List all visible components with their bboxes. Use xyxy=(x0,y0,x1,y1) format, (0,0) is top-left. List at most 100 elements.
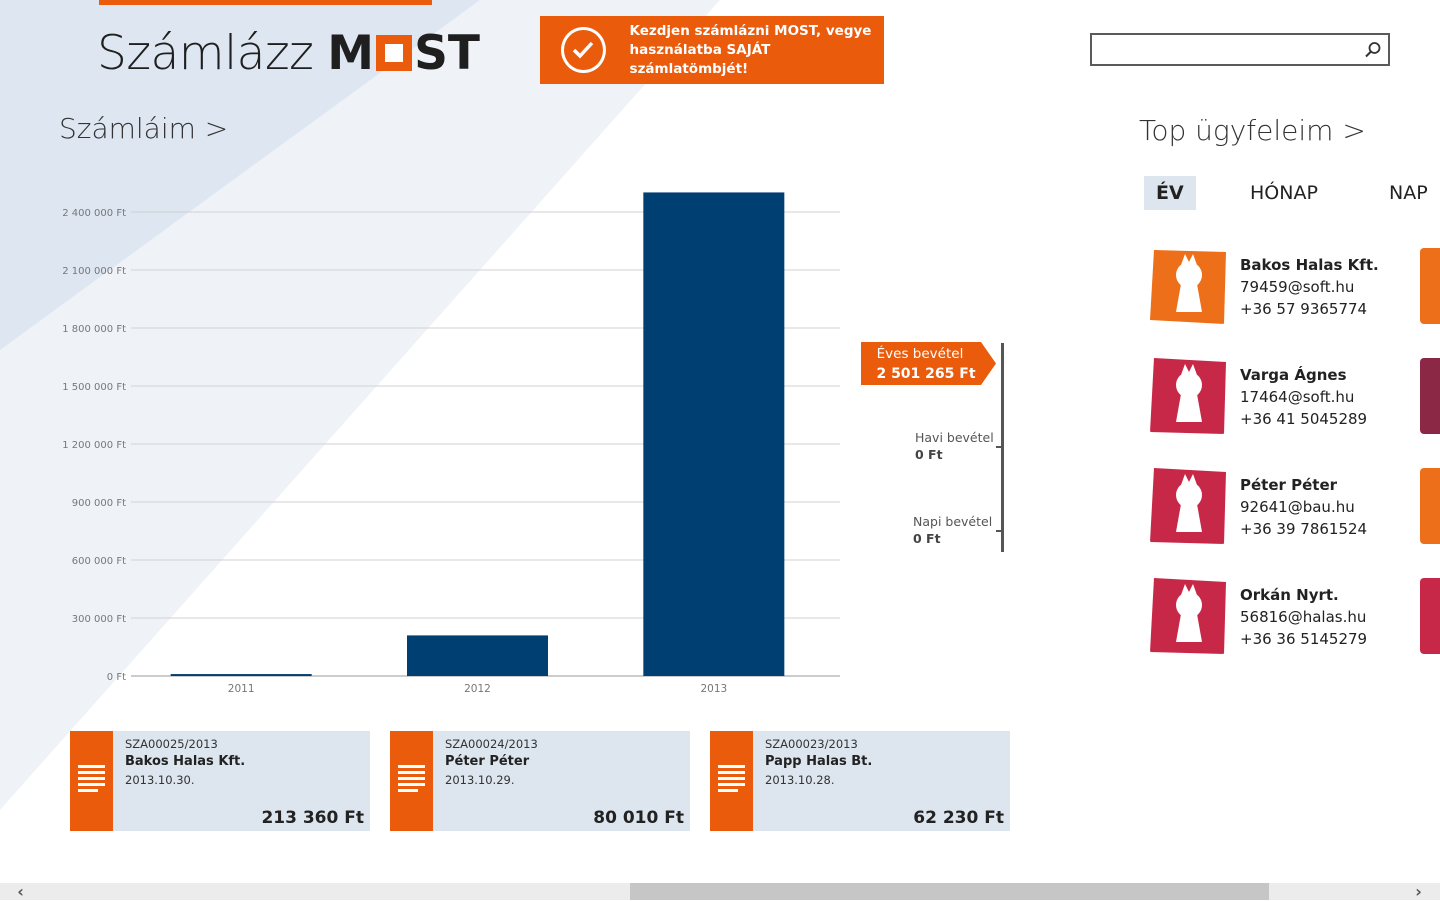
y-tick-label: 2 100 000 Ft xyxy=(62,266,126,277)
annual-revenue-value: 2 501 265 Ft xyxy=(876,366,976,382)
user-avatar-icon xyxy=(1150,358,1226,434)
top-clients-title[interactable]: Top ügyfeleim > xyxy=(1139,114,1366,147)
y-tick-label: 1 800 000 Ft xyxy=(62,324,126,335)
scroll-right-icon[interactable]: › xyxy=(1415,882,1422,901)
client-card[interactable]: Péter Péter 92641@bau.hu +36 39 7861524 xyxy=(1150,468,1440,548)
invoice-client: Papp Halas Bt. xyxy=(765,754,873,769)
annual-revenue-label: Éves bevétel xyxy=(876,346,964,362)
annual-revenue-arrow-shape xyxy=(861,342,996,385)
tab-year[interactable]: ÉV xyxy=(1144,176,1196,210)
x-tick-label: 2012 xyxy=(464,683,491,695)
client-email: 17464@soft.hu xyxy=(1240,388,1355,406)
client-name: Varga Ágnes xyxy=(1240,366,1347,384)
client-phone: +36 36 5145279 xyxy=(1240,630,1368,648)
invoice-amount: 213 360 Ft xyxy=(261,808,364,828)
logo-text-light: Számlázz xyxy=(97,25,314,81)
banner-text: Kezdjen számlázni MOST, vegye használatb… xyxy=(630,22,884,79)
invoice-date: 2013.10.28. xyxy=(765,773,835,787)
client-avatar xyxy=(1150,468,1226,544)
monthly-revenue: Havi bevétel 0 Ft xyxy=(915,430,994,462)
client-name: Péter Péter xyxy=(1240,476,1338,494)
invoice-number: SZA00025/2013 xyxy=(125,737,218,751)
tab-day[interactable]: NAP xyxy=(1389,182,1428,204)
document-icon xyxy=(78,765,105,792)
client-email: 79459@soft.hu xyxy=(1240,278,1355,296)
client-name: Bakos Halas Kft. xyxy=(1240,256,1379,274)
horizontal-scrollbar[interactable]: ‹ › xyxy=(0,883,1440,900)
y-tick-label: 1 500 000 Ft xyxy=(62,382,126,393)
client-card[interactable]: Bakos Halas Kft. 79459@soft.hu +36 57 93… xyxy=(1150,248,1440,328)
scroll-left-icon[interactable]: ‹ xyxy=(17,882,24,901)
daily-revenue-label: Napi bevétel xyxy=(913,514,993,529)
client-phone: +36 41 5045289 xyxy=(1240,410,1368,428)
user-avatar-icon xyxy=(1150,578,1226,654)
invoices-section-title[interactable]: Számláim > xyxy=(59,112,229,145)
daily-tick xyxy=(996,530,1001,532)
check-circle-icon xyxy=(561,27,606,73)
client-phone: +36 57 9365774 xyxy=(1240,300,1368,318)
daily-revenue: Napi bevétel 0 Ft xyxy=(913,514,992,546)
logo-text-bold: M ST xyxy=(327,26,480,81)
invoice-number: SZA00024/2013 xyxy=(445,737,538,751)
client-card[interactable]: Orkán Nyrt. 56816@halas.hu +36 36 514527… xyxy=(1150,578,1440,658)
client-card[interactable]: Varga Ágnes 17464@soft.hu +36 41 5045289 xyxy=(1150,358,1440,438)
y-tick-label: 300 000 Ft xyxy=(72,614,126,625)
client-avatar xyxy=(1150,248,1226,324)
revenue-scale-line xyxy=(1001,343,1004,552)
y-tick-label: 1 200 000 Ft xyxy=(62,440,126,451)
invoice-tile[interactable]: SZA00023/2013 Papp Halas Bt. 2013.10.28.… xyxy=(710,731,1010,831)
invoice-date: 2013.10.29. xyxy=(445,773,515,787)
client-email: 92641@bau.hu xyxy=(1240,498,1355,516)
client-email: 56816@halas.hu xyxy=(1240,608,1367,626)
monthly-revenue-value: 0 Ft xyxy=(915,447,943,462)
invoice-date: 2013.10.30. xyxy=(125,773,195,787)
banner-line-1: Kezdjen számlázni MOST, vegye xyxy=(629,22,872,39)
x-tick-label: 2013 xyxy=(700,683,727,695)
next-column-avatar-peek[interactable] xyxy=(1420,358,1440,434)
document-icon xyxy=(718,765,745,792)
monthly-revenue-label: Havi bevétel xyxy=(915,430,994,445)
y-tick-label: 0 Ft xyxy=(107,672,126,683)
y-tick-label: 600 000 Ft xyxy=(72,556,126,567)
user-avatar-icon xyxy=(1150,250,1226,324)
next-column-avatar-peek[interactable] xyxy=(1420,578,1440,654)
next-column-avatar-peek[interactable] xyxy=(1420,468,1440,544)
invoice-tile-strip xyxy=(710,731,753,831)
document-icon xyxy=(398,765,425,792)
invoice-client: Bakos Halas Kft. xyxy=(125,754,246,769)
client-avatar xyxy=(1150,578,1226,654)
search-input[interactable] xyxy=(1092,35,1368,64)
invoice-tile[interactable]: SZA00025/2013 Bakos Halas Kft. 2013.10.3… xyxy=(70,731,370,831)
app-logo: Számlázz M ST xyxy=(97,24,480,82)
y-tick-label: 2 400 000 Ft xyxy=(62,208,126,219)
chart-canvas: 0 Ft 300 000 Ft 600 000 Ft 900 000 Ft 1 200 … xyxy=(62,192,840,695)
invoice-number: SZA00023/2013 xyxy=(765,737,858,751)
logo-square-icon xyxy=(376,35,413,71)
invoice-amount: 62 230 Ft xyxy=(913,808,1004,828)
logo-letter: M xyxy=(327,25,375,81)
client-avatar xyxy=(1150,358,1226,434)
banner-line-2: használatba SAJÁT számlatömbjét! xyxy=(629,41,771,77)
next-column-avatar-peek[interactable] xyxy=(1420,248,1440,324)
chart-bar xyxy=(407,635,548,676)
client-phone: +36 39 7861524 xyxy=(1240,520,1368,538)
invoice-tile-strip xyxy=(70,731,113,831)
client-name: Orkán Nyrt. xyxy=(1240,586,1339,604)
user-avatar-icon xyxy=(1150,468,1226,544)
annual-revenue-marker: Éves bevétel 2 501 265 Ft xyxy=(861,342,996,385)
logo-letters: ST xyxy=(414,25,480,81)
search-icon[interactable] xyxy=(1364,41,1382,59)
chart-bar xyxy=(170,674,312,676)
start-invoicing-banner[interactable]: Kezdjen számlázni MOST, vegye használatb… xyxy=(540,16,884,84)
chart-bar xyxy=(643,192,785,676)
invoice-amount: 80 010 Ft xyxy=(593,808,684,828)
invoice-client: Péter Péter xyxy=(445,754,530,769)
tab-month[interactable]: HÓNAP xyxy=(1250,182,1318,204)
monthly-tick xyxy=(996,446,1001,448)
invoice-tile[interactable]: SZA00024/2013 Péter Péter 2013.10.29. 80… xyxy=(390,731,690,831)
invoice-tile-strip xyxy=(390,731,433,831)
scrollbar-thumb[interactable] xyxy=(630,883,1269,900)
x-tick-label: 2011 xyxy=(228,683,255,695)
annual-revenue-chart: 0 Ft 300 000 Ft 600 000 Ft 900 000 Ft 1 200 … xyxy=(50,180,850,700)
